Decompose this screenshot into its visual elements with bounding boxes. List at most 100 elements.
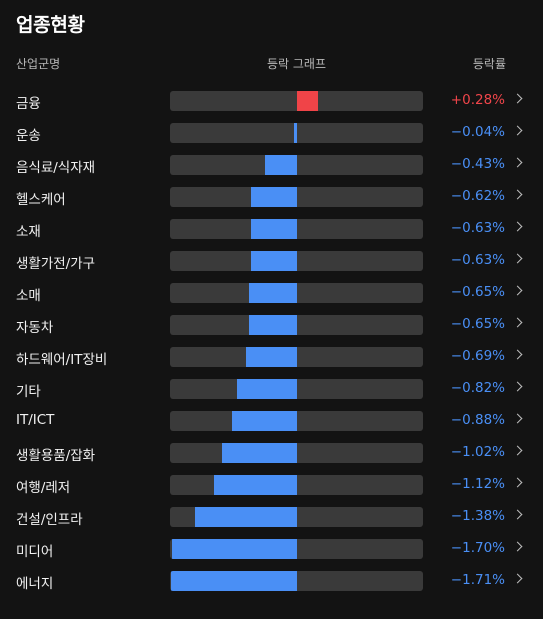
chevron-right-icon[interactable] [512,573,523,584]
header-industry: 산업군명 [16,57,61,71]
change-bar-track [170,123,423,143]
chevron-right-icon[interactable] [512,253,523,264]
change-rate: −1.12% [450,476,505,492]
chevron-right-icon[interactable] [512,477,523,488]
chevron-right-icon[interactable] [512,285,523,296]
industry-name: 에너지 [16,576,54,592]
change-bar [171,539,297,559]
chevron-right-icon[interactable] [512,317,523,328]
list-item[interactable]: 음식료/식자재 −0.43% [0,149,543,181]
change-bar-track [170,347,423,367]
industry-name: 헬스케어 [16,192,66,208]
change-rate: −0.65% [450,284,505,300]
list-item[interactable]: 여행/레저 −1.12% [0,469,543,501]
list-item[interactable]: 소재 −0.63% [0,213,543,245]
change-bar-track [170,315,423,335]
change-bar-track [170,507,423,527]
change-bar-track [170,283,423,303]
industry-name: 음식료/식자재 [16,160,96,176]
change-bar [265,155,297,175]
industry-name: 여행/레저 [16,480,71,496]
list-item[interactable]: 생활용품/잡화 −1.02% [0,437,543,469]
industry-name: 미디어 [16,544,54,560]
table-header: 산업군명 등락 그래프 등락률 [0,55,543,73]
change-bar-track [170,251,423,271]
list-item[interactable]: 생활가전/가구 −0.63% [0,245,543,277]
chevron-right-icon[interactable] [512,541,523,552]
list-item[interactable]: 헬스케어 −0.62% [0,181,543,213]
chevron-right-icon[interactable] [512,93,523,104]
change-bar [249,283,297,303]
change-rate: −0.88% [450,412,505,428]
change-bar [250,219,297,239]
change-bar [297,91,318,111]
change-bar-track [170,91,423,111]
change-bar [294,123,297,143]
change-rate: −0.63% [450,252,505,268]
change-rate: −0.63% [450,220,505,236]
chevron-right-icon[interactable] [512,221,523,232]
change-bar [214,475,297,495]
chevron-right-icon[interactable] [512,125,523,136]
chevron-right-icon[interactable] [512,509,523,520]
change-bar-track [170,155,423,175]
change-rate: −0.43% [450,156,505,172]
change-bar [221,443,297,463]
industry-name: 금융 [16,96,41,112]
list-item[interactable]: 자동차 −0.65% [0,309,543,341]
change-rate: −0.82% [450,380,505,396]
change-bar-track [170,475,423,495]
change-bar-track [170,571,423,591]
chevron-right-icon[interactable] [512,349,523,360]
list-item[interactable]: 미디어 −1.70% [0,533,543,565]
industry-name: 운송 [16,128,41,144]
change-bar [250,251,297,271]
change-rate: −0.62% [450,188,505,204]
list-item[interactable]: 건설/인프라 −1.38% [0,501,543,533]
industry-name: 소매 [16,288,41,304]
change-bar [246,347,297,367]
change-bar-track [170,219,423,239]
list-item[interactable]: 금융 +0.28% [0,85,543,117]
change-bar [232,411,297,431]
industry-name: 자동차 [16,320,54,336]
list-item[interactable]: 소매 −0.65% [0,277,543,309]
change-bar [195,507,297,527]
list-item[interactable]: IT/ICT −0.88% [0,405,543,437]
industry-name: 건설/인프라 [16,512,83,528]
change-rate: −1.70% [450,540,505,556]
change-rate: −0.65% [450,316,505,332]
page-title: 업종현황 [16,14,85,36]
change-rate: −1.38% [450,508,505,524]
list-item[interactable]: 기타 −0.82% [0,373,543,405]
list-item[interactable]: 운송 −0.04% [0,117,543,149]
list-item[interactable]: 하드웨어/IT장비 −0.69% [0,341,543,373]
change-rate: −0.69% [450,348,505,364]
change-bar [171,571,297,591]
chevron-right-icon[interactable] [512,157,523,168]
chevron-right-icon[interactable] [512,189,523,200]
change-bar-track [170,187,423,207]
header-rate: 등락률 [472,57,506,71]
chevron-right-icon[interactable] [512,413,523,424]
chevron-right-icon[interactable] [512,381,523,392]
change-rate: −1.71% [450,572,505,588]
change-bar-track [170,379,423,399]
industry-name: 생활용품/잡화 [16,448,96,464]
industry-name: IT/ICT [16,412,55,428]
industry-name: 소재 [16,224,41,240]
industry-name: 생활가전/가구 [16,256,96,272]
change-rate: −1.02% [450,444,505,460]
industry-list: 금융 +0.28% 운송 −0.04% 음식료/식자재 −0.43% 헬스케어 −0.62% 소… [0,85,543,597]
change-bar [251,187,297,207]
chevron-right-icon[interactable] [512,445,523,456]
change-bar-track [170,539,423,559]
change-bar [249,315,297,335]
list-item[interactable]: 에너지 −1.71% [0,565,543,597]
change-bar [236,379,297,399]
industry-name: 기타 [16,384,41,400]
header-graph: 등락 그래프 [266,57,326,71]
change-rate: +0.28% [450,92,505,108]
change-bar-track [170,443,423,463]
